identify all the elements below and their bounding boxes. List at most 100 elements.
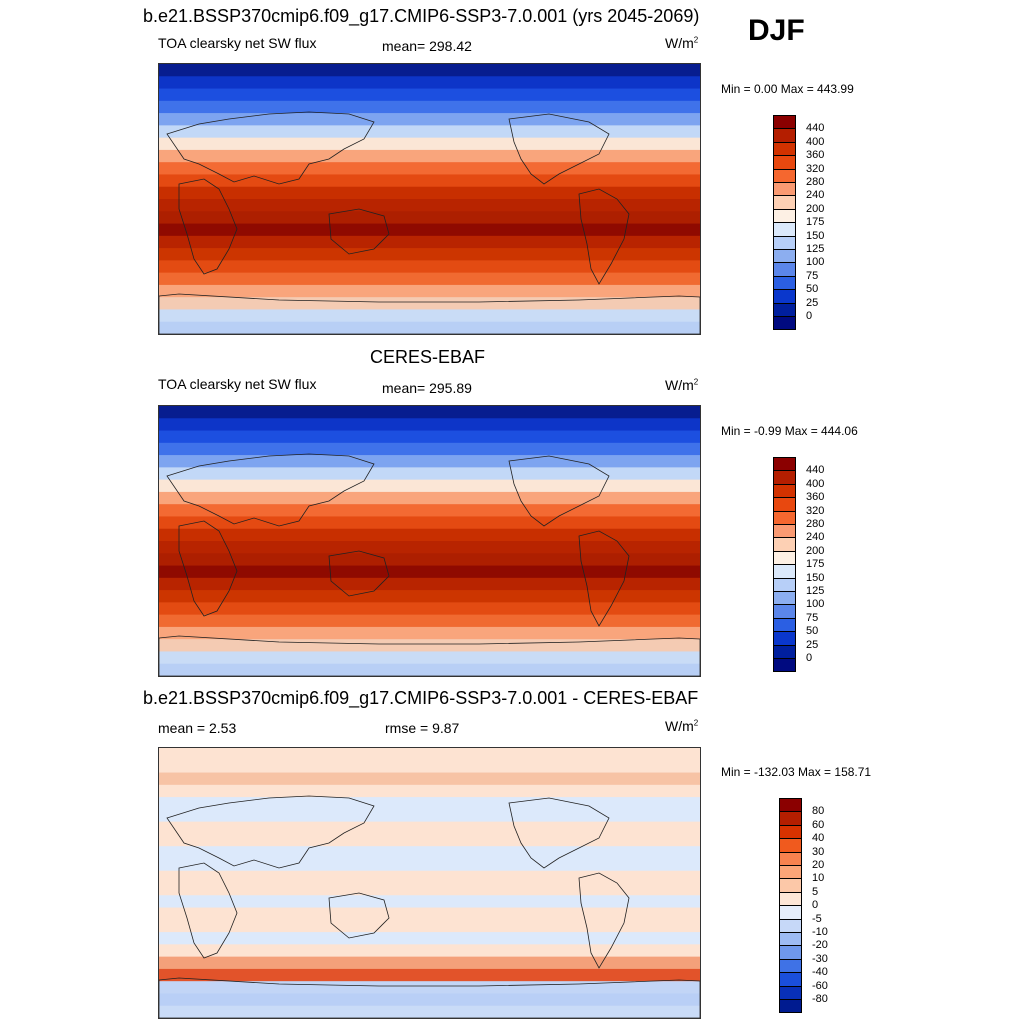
colorbar-swatch — [773, 577, 796, 592]
colorbar-swatch — [773, 644, 796, 659]
colorbar-swatch — [773, 289, 796, 304]
colorbar-swatch — [773, 208, 796, 224]
colorbar-label: 280 — [806, 176, 825, 188]
colorbar-swatch — [773, 168, 796, 183]
colorbar-label: 440 — [806, 464, 825, 477]
colorbar-label: 400 — [806, 135, 825, 148]
continent-outline — [166, 111, 375, 185]
map-band — [159, 821, 700, 835]
panel-1-mean-label: mean= 298.42 — [382, 38, 472, 54]
map-band — [159, 577, 700, 591]
map-band — [159, 223, 700, 237]
colorbar-label: 175 — [806, 216, 825, 229]
colorbar-swatch — [773, 195, 796, 210]
colorbar-label: 360 — [806, 491, 825, 504]
panel-2-title: CERES-EBAF — [370, 347, 486, 367]
map-band — [159, 309, 700, 323]
colorbar-swatch — [773, 617, 796, 633]
map-band — [159, 174, 700, 188]
colorbar-swatch — [773, 249, 796, 264]
colorbar-label: 80 — [812, 805, 825, 818]
map-band — [159, 149, 700, 163]
map-band — [159, 284, 700, 298]
colorbar-label: 20 — [812, 859, 825, 871]
continent-outline — [178, 862, 238, 959]
map-band — [159, 137, 700, 151]
map-band — [159, 809, 700, 823]
panel-1-minmax: Min = 0.00 Max = 443.99 — [721, 82, 854, 96]
panel-1-title: b.e21.BSSP370cmip6.f09_g17.CMIP6-SSP3-7.… — [143, 6, 700, 26]
colorbar-label: 5 — [812, 885, 819, 898]
colorbar-label: 75 — [806, 611, 819, 624]
colorbar-swatch — [773, 510, 796, 525]
colorbar-swatch — [779, 838, 802, 853]
colorbar-label: 400 — [806, 477, 825, 490]
map-band — [159, 211, 700, 225]
map-band — [159, 784, 700, 798]
continent-outline — [578, 530, 630, 627]
colorbar-label: -5 — [812, 912, 822, 925]
continent-outline — [508, 455, 610, 527]
colorbar-swatch — [779, 798, 802, 813]
map-band — [159, 455, 700, 468]
colorbar-label: 40 — [812, 832, 825, 845]
panel-2-map — [158, 405, 701, 677]
colorbar-label: 125 — [806, 585, 825, 597]
continent-outline — [166, 453, 375, 527]
map-band — [159, 260, 700, 274]
continent-outline — [578, 188, 630, 285]
colorbar-label: 0 — [806, 652, 813, 664]
colorbar-swatch — [773, 155, 796, 170]
colorbar-swatch — [773, 115, 796, 130]
colorbar-label: 150 — [806, 571, 825, 584]
colorbar-swatch — [779, 878, 802, 893]
panel-1-map — [158, 63, 701, 335]
map-band — [159, 199, 700, 212]
continent-outline — [178, 520, 238, 617]
panel-2-mean-label: mean= 295.89 — [382, 380, 472, 396]
colorbar-swatch — [779, 851, 802, 866]
colorbar-label: -40 — [812, 966, 828, 979]
colorbar-swatch — [773, 302, 796, 317]
map-band — [159, 651, 700, 665]
colorbar-swatch — [779, 985, 802, 1000]
colorbar-label: 150 — [806, 229, 825, 242]
colorbar-label: 75 — [806, 269, 819, 282]
colorbar-label: 25 — [806, 638, 819, 651]
map-band — [159, 88, 700, 102]
map-band — [159, 467, 700, 481]
panel-1-units: W/m2 — [665, 35, 699, 51]
colorbar-label: 320 — [806, 504, 825, 517]
map-band — [159, 100, 700, 114]
map-band — [159, 504, 700, 518]
map-band — [159, 602, 700, 616]
continent-outline — [178, 178, 238, 275]
map-band — [159, 235, 700, 249]
map-band — [159, 76, 700, 90]
colorbar-swatch — [779, 972, 802, 987]
colorbar-label: 125 — [806, 243, 825, 255]
continent-outline — [159, 293, 700, 334]
map-band — [159, 895, 700, 909]
map-band — [159, 614, 700, 628]
colorbar-swatch — [773, 564, 796, 579]
colorbar-label: 100 — [806, 598, 825, 611]
colorbar-swatch — [773, 483, 796, 499]
panel-2-variable-label: TOA clearsky net SW flux — [158, 376, 317, 392]
colorbar-swatch — [773, 631, 796, 646]
colorbar-label: 100 — [806, 256, 825, 269]
colorbar-label: 50 — [806, 283, 819, 296]
colorbar-swatch — [779, 891, 802, 907]
map-band — [159, 944, 700, 958]
map-band — [159, 418, 700, 432]
colorbar-label: -30 — [812, 952, 828, 965]
colorbar-label: 360 — [806, 149, 825, 162]
map-band — [159, 321, 700, 334]
colorbar-swatch — [779, 811, 802, 826]
map-band — [159, 430, 700, 444]
continent-outline — [578, 872, 630, 969]
map-band — [159, 565, 700, 579]
map-band — [159, 748, 700, 761]
continent-outline — [159, 635, 700, 676]
colorbar-label: 30 — [812, 845, 825, 858]
